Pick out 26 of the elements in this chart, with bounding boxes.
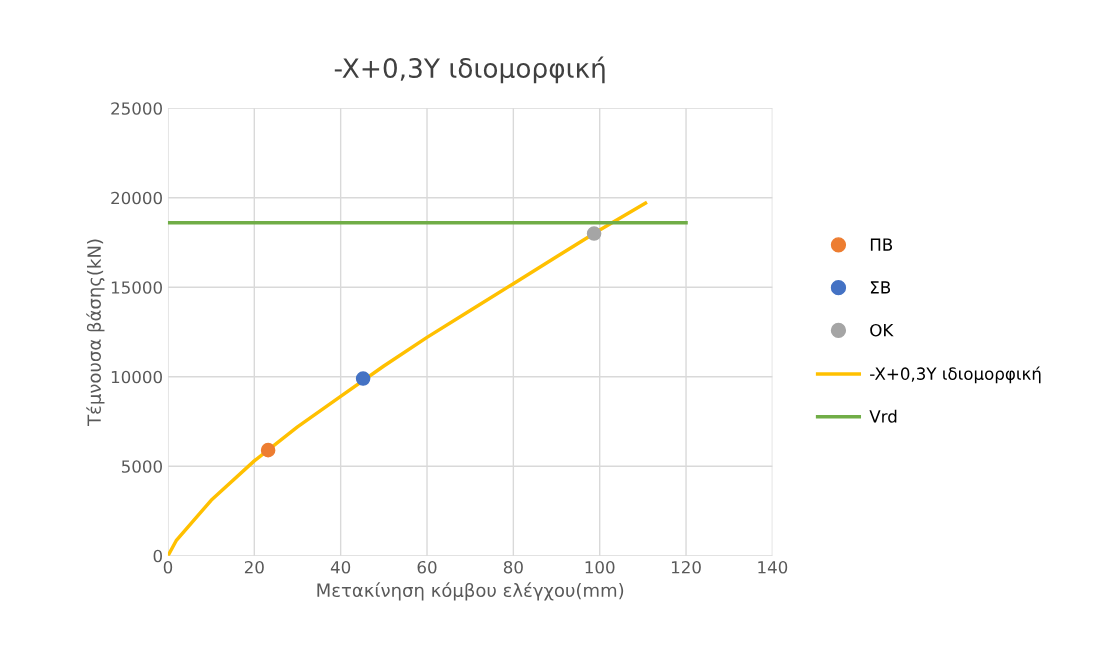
- x-tick-label: 80: [503, 560, 523, 574]
- y-tick-label: 10000: [111, 370, 162, 384]
- x-tick-label: 40: [330, 560, 351, 574]
- point: [260, 442, 276, 458]
- y-tick-label: 20000: [111, 191, 162, 205]
- x-axis-title: Μετακίνηση κόμβου ελέγχου(mm): [317, 582, 624, 601]
- x-tick-label: 120: [671, 560, 701, 574]
- x-tick-label: 140: [758, 560, 788, 574]
- legend-label: Vrd: [869, 409, 897, 423]
- chart-title: -X+0,3Y ιδιομορφική: [334, 56, 605, 84]
- y-tick-label: 15000: [111, 281, 162, 294]
- y-tick-label: 25000: [111, 102, 162, 115]
- y-tick-label: 0: [153, 549, 162, 563]
- point: [586, 226, 602, 241]
- x-tick-label: 0: [163, 560, 173, 574]
- x-tick-label: 60: [417, 560, 437, 574]
- x-tick-label: 100: [585, 560, 615, 574]
- legend-label: ΟΚ: [870, 323, 894, 337]
- legend-label: ΣΒ: [870, 281, 891, 294]
- x-tick-label: 20: [244, 560, 264, 574]
- legend-label: -X+0,3Y ιδιομορφική: [870, 366, 1041, 384]
- legend-label: ΠΒ: [870, 238, 893, 251]
- line-series: [167, 201, 648, 556]
- y-tick-label: 5000: [121, 460, 162, 473]
- y-axis-title: Τέμνουσα βάσης(kN): [86, 239, 105, 426]
- point: [355, 371, 371, 386]
